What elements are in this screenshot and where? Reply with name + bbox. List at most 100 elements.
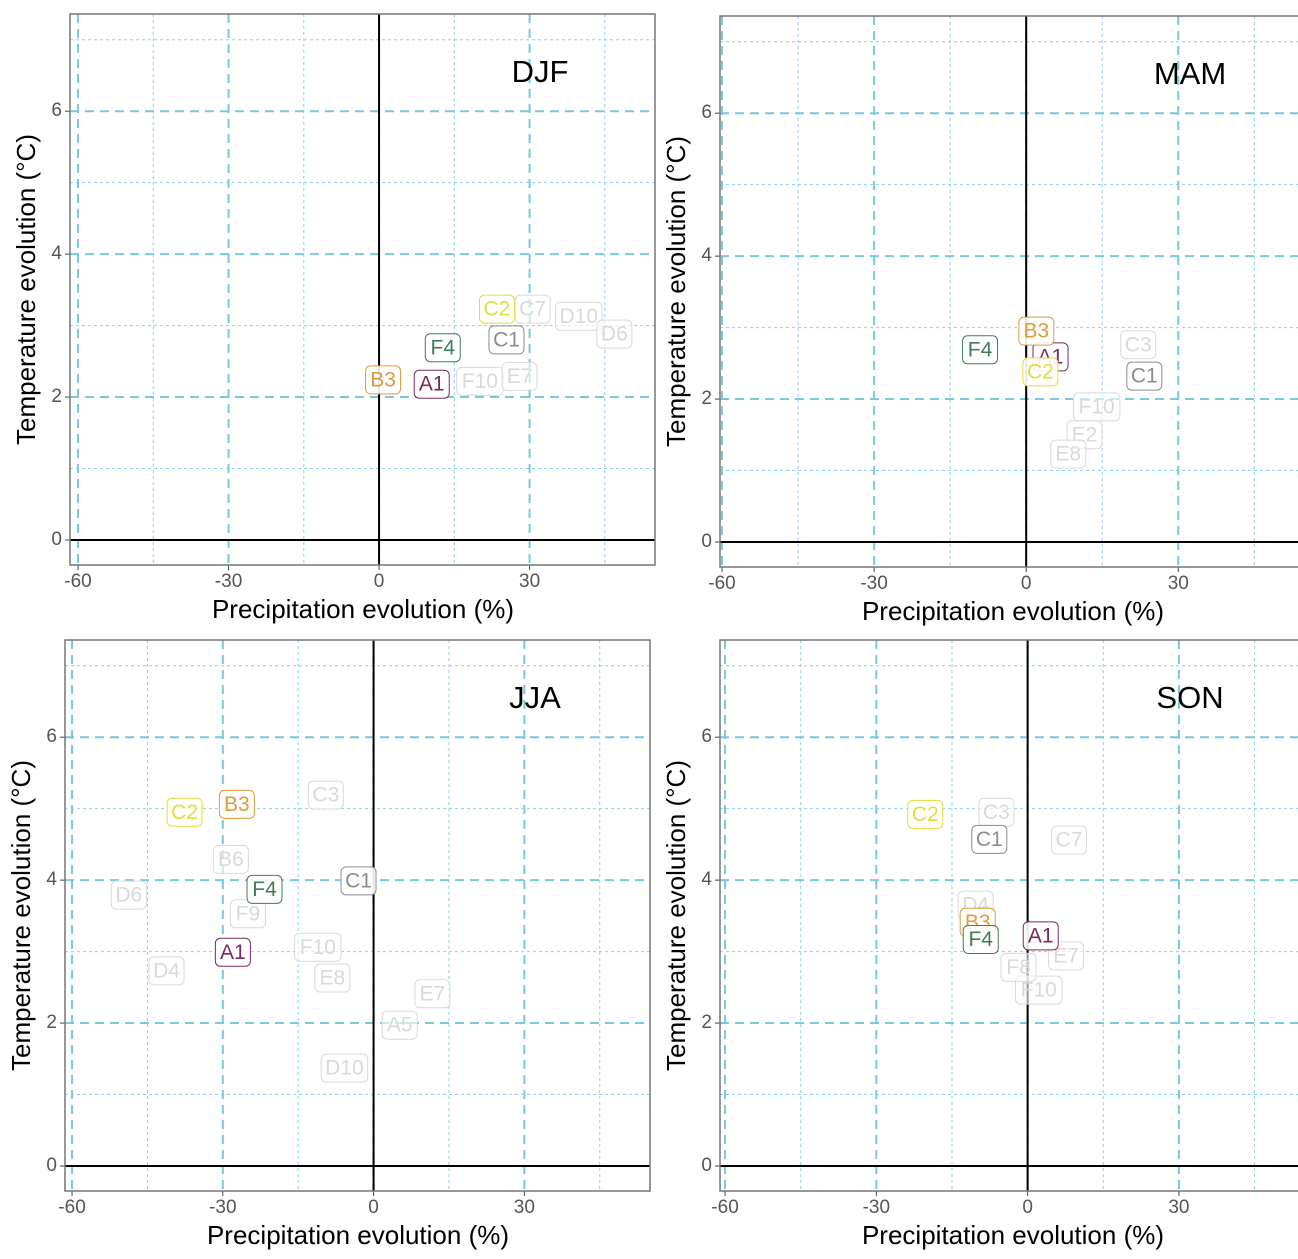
y-tick-label: 2	[51, 386, 62, 407]
x-tick-label: 0	[1022, 1197, 1033, 1218]
x-tick-label: 0	[368, 1197, 379, 1218]
point-label: E7	[420, 982, 446, 1005]
point-label: E8	[320, 967, 346, 990]
point-label: C3	[312, 784, 339, 807]
plot-frame	[719, 15, 1298, 568]
point-label-box	[1120, 330, 1157, 360]
point-label: C1	[493, 328, 520, 351]
point-label: B3	[224, 793, 250, 816]
point-label-box	[212, 844, 249, 874]
y-tick-label: 0	[701, 531, 712, 552]
point-label: F4	[431, 336, 456, 359]
point-label-box	[314, 963, 351, 993]
point-label-box	[554, 301, 603, 331]
point-label: E7	[1053, 944, 1079, 967]
point-label-box	[907, 799, 944, 829]
point-label-box	[514, 294, 551, 324]
point-label: F4	[252, 878, 277, 901]
y-tick-label: 2	[46, 1012, 57, 1033]
point-label: C2	[484, 298, 511, 321]
y-axis-title: Temperature evolution (°C)	[11, 134, 41, 445]
x-tick-label: 30	[1168, 1197, 1189, 1218]
point-label: A1	[220, 941, 246, 964]
point-label: F4	[968, 338, 993, 361]
y-axis-title: Temperature evolution (°C)	[661, 760, 691, 1071]
y-tick-label: 6	[701, 726, 712, 747]
point-label-box	[365, 365, 402, 395]
x-tick-label: -60	[64, 571, 91, 592]
point-label: C7	[519, 298, 546, 321]
point-label-box	[1126, 361, 1163, 391]
point-label: D6	[115, 884, 142, 907]
y-tick-label: 2	[701, 388, 712, 409]
x-tick-label: -60	[708, 573, 735, 594]
point-label-box	[307, 780, 344, 810]
point-label: F10	[1021, 979, 1057, 1002]
point-label-box	[413, 369, 450, 399]
panel: -60 -30 0 30 0 2 4 6 C3 B6 D6 F9 D4 F10 E8 E7 A5 D10 C2 B3 F…	[6, 639, 651, 1250]
point-label: B3	[370, 368, 396, 391]
point-label: F4	[968, 928, 993, 951]
point-label-box	[1047, 941, 1084, 971]
point-label: E8	[1055, 443, 1081, 466]
plot-frame	[719, 639, 1298, 1192]
point-label: F9	[236, 902, 261, 925]
point-label: C2	[912, 803, 939, 826]
point-label-box	[1022, 921, 1059, 951]
point-label-box	[214, 937, 251, 967]
point-label: D10	[559, 305, 598, 328]
x-axis-title: Precipitation evolution (%)	[862, 1220, 1164, 1250]
x-axis-title: Precipitation evolution (%)	[862, 596, 1164, 626]
y-tick-label: 0	[51, 529, 62, 550]
y-tick-label: 6	[701, 102, 712, 123]
point-label-box	[962, 924, 999, 954]
x-tick-label: -30	[215, 571, 242, 592]
x-tick-label: 30	[519, 571, 540, 592]
point-label-box	[148, 956, 185, 986]
point-label-box	[1018, 316, 1055, 346]
point-label-box	[246, 874, 283, 904]
point-label: D10	[325, 1057, 364, 1080]
point-label-box	[110, 880, 147, 910]
point-label-box	[501, 361, 538, 391]
point-label-box	[962, 335, 999, 365]
x-tick-label: 30	[514, 1197, 535, 1218]
point-label: A1	[419, 373, 445, 396]
plot-frame	[69, 13, 656, 566]
point-label-box	[1050, 825, 1087, 855]
y-tick-label: 6	[46, 726, 57, 747]
y-tick-label: 4	[51, 243, 62, 264]
point-label: C7	[1056, 829, 1083, 852]
y-tick-label: 0	[701, 1155, 712, 1176]
point-label: B6	[218, 848, 244, 871]
point-label-box	[971, 824, 1008, 854]
x-tick-label: -30	[209, 1197, 236, 1218]
point-label-box	[320, 1053, 369, 1083]
point-label: E7	[507, 365, 533, 388]
point-label: A5	[387, 1014, 413, 1037]
point-label-box	[1000, 952, 1037, 982]
point-label: D4	[153, 959, 180, 982]
x-tick-label: 0	[374, 571, 385, 592]
point-label-box	[218, 789, 255, 819]
point-label-box	[166, 797, 203, 827]
y-tick-label: 4	[701, 869, 712, 890]
panel-title: MAM	[1154, 56, 1226, 91]
point-label-box	[1050, 439, 1087, 469]
point-label: D6	[601, 323, 628, 346]
point-label: C1	[976, 828, 1003, 851]
x-tick-label: 0	[1021, 573, 1032, 594]
point-label-box	[424, 333, 461, 363]
point-label: C2	[1027, 360, 1054, 383]
point-label-box	[1022, 357, 1059, 387]
point-label-box	[1014, 975, 1063, 1005]
y-axis-title: Temperature evolution (°C)	[6, 760, 36, 1071]
y-tick-label: 6	[51, 100, 62, 121]
point-label-box	[488, 325, 525, 355]
panel-title: JJA	[509, 680, 561, 715]
panel-title: DJF	[512, 54, 569, 89]
